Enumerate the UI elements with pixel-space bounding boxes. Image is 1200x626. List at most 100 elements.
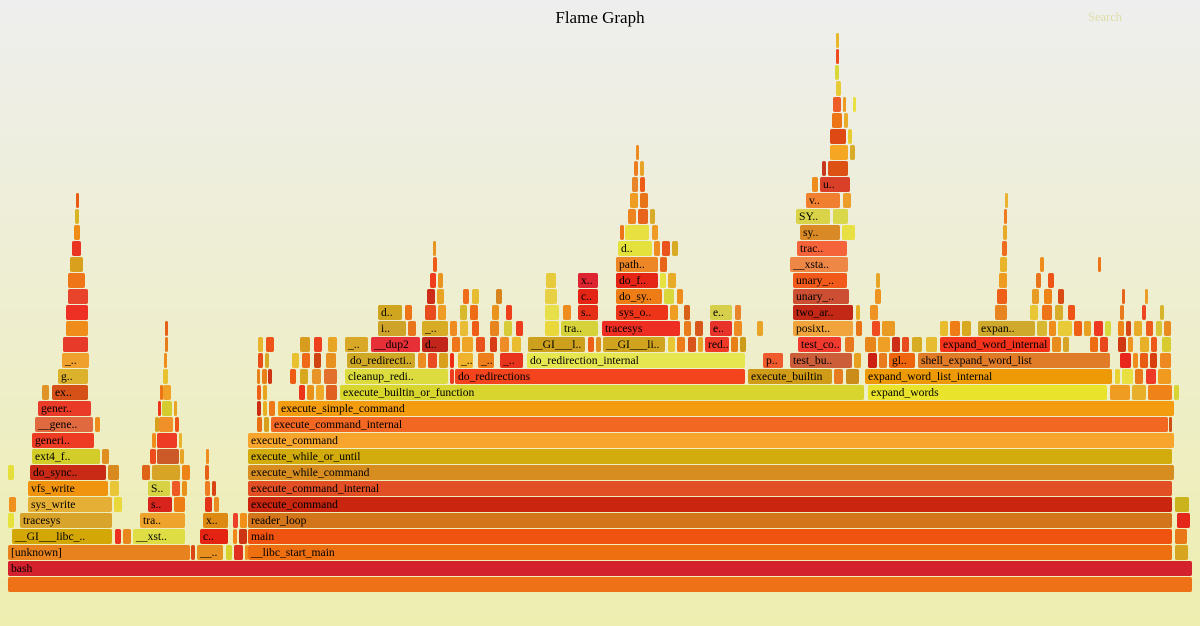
flame-frame[interactable] [262, 369, 267, 384]
flame-frame[interactable] [1156, 321, 1162, 336]
flame-frame[interactable] [1005, 193, 1008, 208]
flame-frame-d[interactable]: d.. [618, 241, 652, 256]
flame-frame-execute_builtin_or_function[interactable]: execute_builtin_or_function [340, 385, 864, 400]
flame-frame[interactable] [460, 321, 468, 336]
flame-frame[interactable] [463, 289, 469, 304]
flame-frame[interactable] [625, 225, 649, 240]
flame-frame[interactable] [191, 545, 195, 560]
flame-frame[interactable] [1058, 321, 1072, 336]
flame-frame-expan[interactable]: expan.. [978, 321, 1035, 336]
flame-frame-expand_word_internal[interactable]: expand_word_internal [940, 337, 1050, 352]
flame-frame[interactable] [180, 449, 184, 464]
flame-frame[interactable] [9, 497, 16, 512]
flame-frame[interactable] [516, 321, 523, 336]
flame-frame[interactable] [68, 289, 88, 304]
flame-frame[interactable] [950, 321, 960, 336]
flame-frame[interactable] [872, 321, 880, 336]
flame-frame-SY[interactable]: SY.. [796, 209, 830, 224]
flame-frame-_[interactable]: _.. [478, 353, 494, 368]
flame-frame[interactable] [652, 225, 658, 240]
flame-frame[interactable] [1036, 273, 1041, 288]
flame-frame[interactable] [1044, 289, 1052, 304]
flame-frame-shell_expand_word_list[interactable]: shell_expand_word_list [918, 353, 1110, 368]
flame-frame[interactable] [175, 417, 179, 432]
flame-frame[interactable] [214, 497, 219, 512]
flame-frame[interactable] [70, 257, 83, 272]
flame-frame[interactable] [1158, 369, 1171, 384]
flame-frame[interactable] [123, 529, 131, 544]
flame-frame[interactable] [8, 513, 14, 528]
flame-frame[interactable] [160, 385, 163, 400]
flame-frame[interactable] [1145, 289, 1148, 304]
flame-frame[interactable] [1135, 369, 1143, 384]
flame-frame-execute_command_internal[interactable]: execute_command_internal [248, 481, 1172, 496]
flame-frame-__xst[interactable]: __xst.. [133, 529, 185, 544]
flame-frame[interactable] [74, 225, 80, 240]
flame-frame[interactable] [1003, 225, 1007, 240]
flame-frame-generi[interactable]: generi.. [32, 433, 94, 448]
flame-frame[interactable] [312, 369, 321, 384]
flame-frame-cleanup_redi[interactable]: cleanup_redi.. [345, 369, 448, 384]
flame-frame[interactable] [326, 353, 336, 368]
flame-frame-__gene[interactable]: __gene.. [35, 417, 93, 432]
flame-frame[interactable] [997, 289, 1007, 304]
flame-frame[interactable] [450, 369, 454, 384]
flame-frame[interactable] [999, 273, 1007, 288]
flame-frame-gl[interactable]: gl.. [889, 353, 915, 368]
flame-frame-c[interactable]: c.. [200, 529, 228, 544]
flame-frame[interactable] [292, 353, 299, 368]
flame-frame[interactable] [1140, 337, 1149, 352]
flame-frame[interactable] [670, 305, 678, 320]
flame-frame[interactable] [263, 401, 267, 416]
flame-frame[interactable] [152, 433, 156, 448]
flame-frame[interactable] [902, 337, 909, 352]
flame-frame[interactable] [460, 305, 467, 320]
flame-frame-x[interactable]: x.. [578, 273, 598, 288]
flame-frame[interactable] [828, 161, 848, 176]
flame-frame[interactable] [42, 385, 49, 400]
flame-frame[interactable] [545, 305, 559, 320]
flame-frame[interactable] [1042, 305, 1052, 320]
flame-frame[interactable] [205, 497, 212, 512]
flame-frame[interactable] [428, 353, 437, 368]
flame-frame[interactable] [8, 577, 1192, 592]
flame-frame[interactable] [846, 369, 859, 384]
flame-frame-execute_command[interactable]: execute_command [248, 433, 1174, 448]
flame-frame[interactable] [832, 113, 842, 128]
flame-frame[interactable] [1030, 305, 1038, 320]
flame-frame[interactable] [500, 337, 509, 352]
flame-frame[interactable] [834, 369, 843, 384]
flame-frame[interactable] [563, 305, 571, 320]
flame-frame-sy[interactable]: sy.. [800, 225, 840, 240]
flame-frame[interactable] [1118, 337, 1126, 352]
flame-frame[interactable] [995, 305, 1007, 320]
flame-frame[interactable] [439, 353, 448, 368]
flame-frame[interactable] [835, 65, 839, 80]
flame-frame[interactable] [588, 337, 594, 352]
flame-frame[interactable] [654, 241, 660, 256]
flame-frame[interactable] [1004, 209, 1007, 224]
flame-frame[interactable] [843, 97, 846, 112]
flame-frame[interactable] [1048, 273, 1054, 288]
flame-frame[interactable] [833, 97, 841, 112]
flame-frame[interactable] [314, 337, 322, 352]
flame-frame[interactable] [1090, 337, 1098, 352]
flame-frame[interactable] [239, 529, 247, 544]
flame-frame[interactable] [300, 337, 310, 352]
flame-frame[interactable] [179, 433, 182, 448]
flame-frame-posixt[interactable]: posixt.. [793, 321, 853, 336]
flame-frame-gener[interactable]: gener.. [38, 401, 91, 416]
flame-frame[interactable] [757, 321, 763, 336]
flame-frame[interactable] [1177, 513, 1190, 528]
flame-frame[interactable] [102, 449, 109, 464]
flame-frame[interactable] [150, 449, 156, 464]
flame-frame[interactable] [1098, 257, 1101, 272]
flame-frame-tracesys[interactable]: tracesys [602, 321, 680, 336]
flame-frame[interactable] [640, 193, 648, 208]
flame-frame[interactable] [425, 305, 436, 320]
flame-frame[interactable] [672, 241, 678, 256]
flame-frame[interactable] [115, 529, 121, 544]
flame-frame[interactable] [492, 305, 499, 320]
flame-frame[interactable] [684, 321, 691, 336]
flame-frame[interactable] [596, 337, 601, 352]
